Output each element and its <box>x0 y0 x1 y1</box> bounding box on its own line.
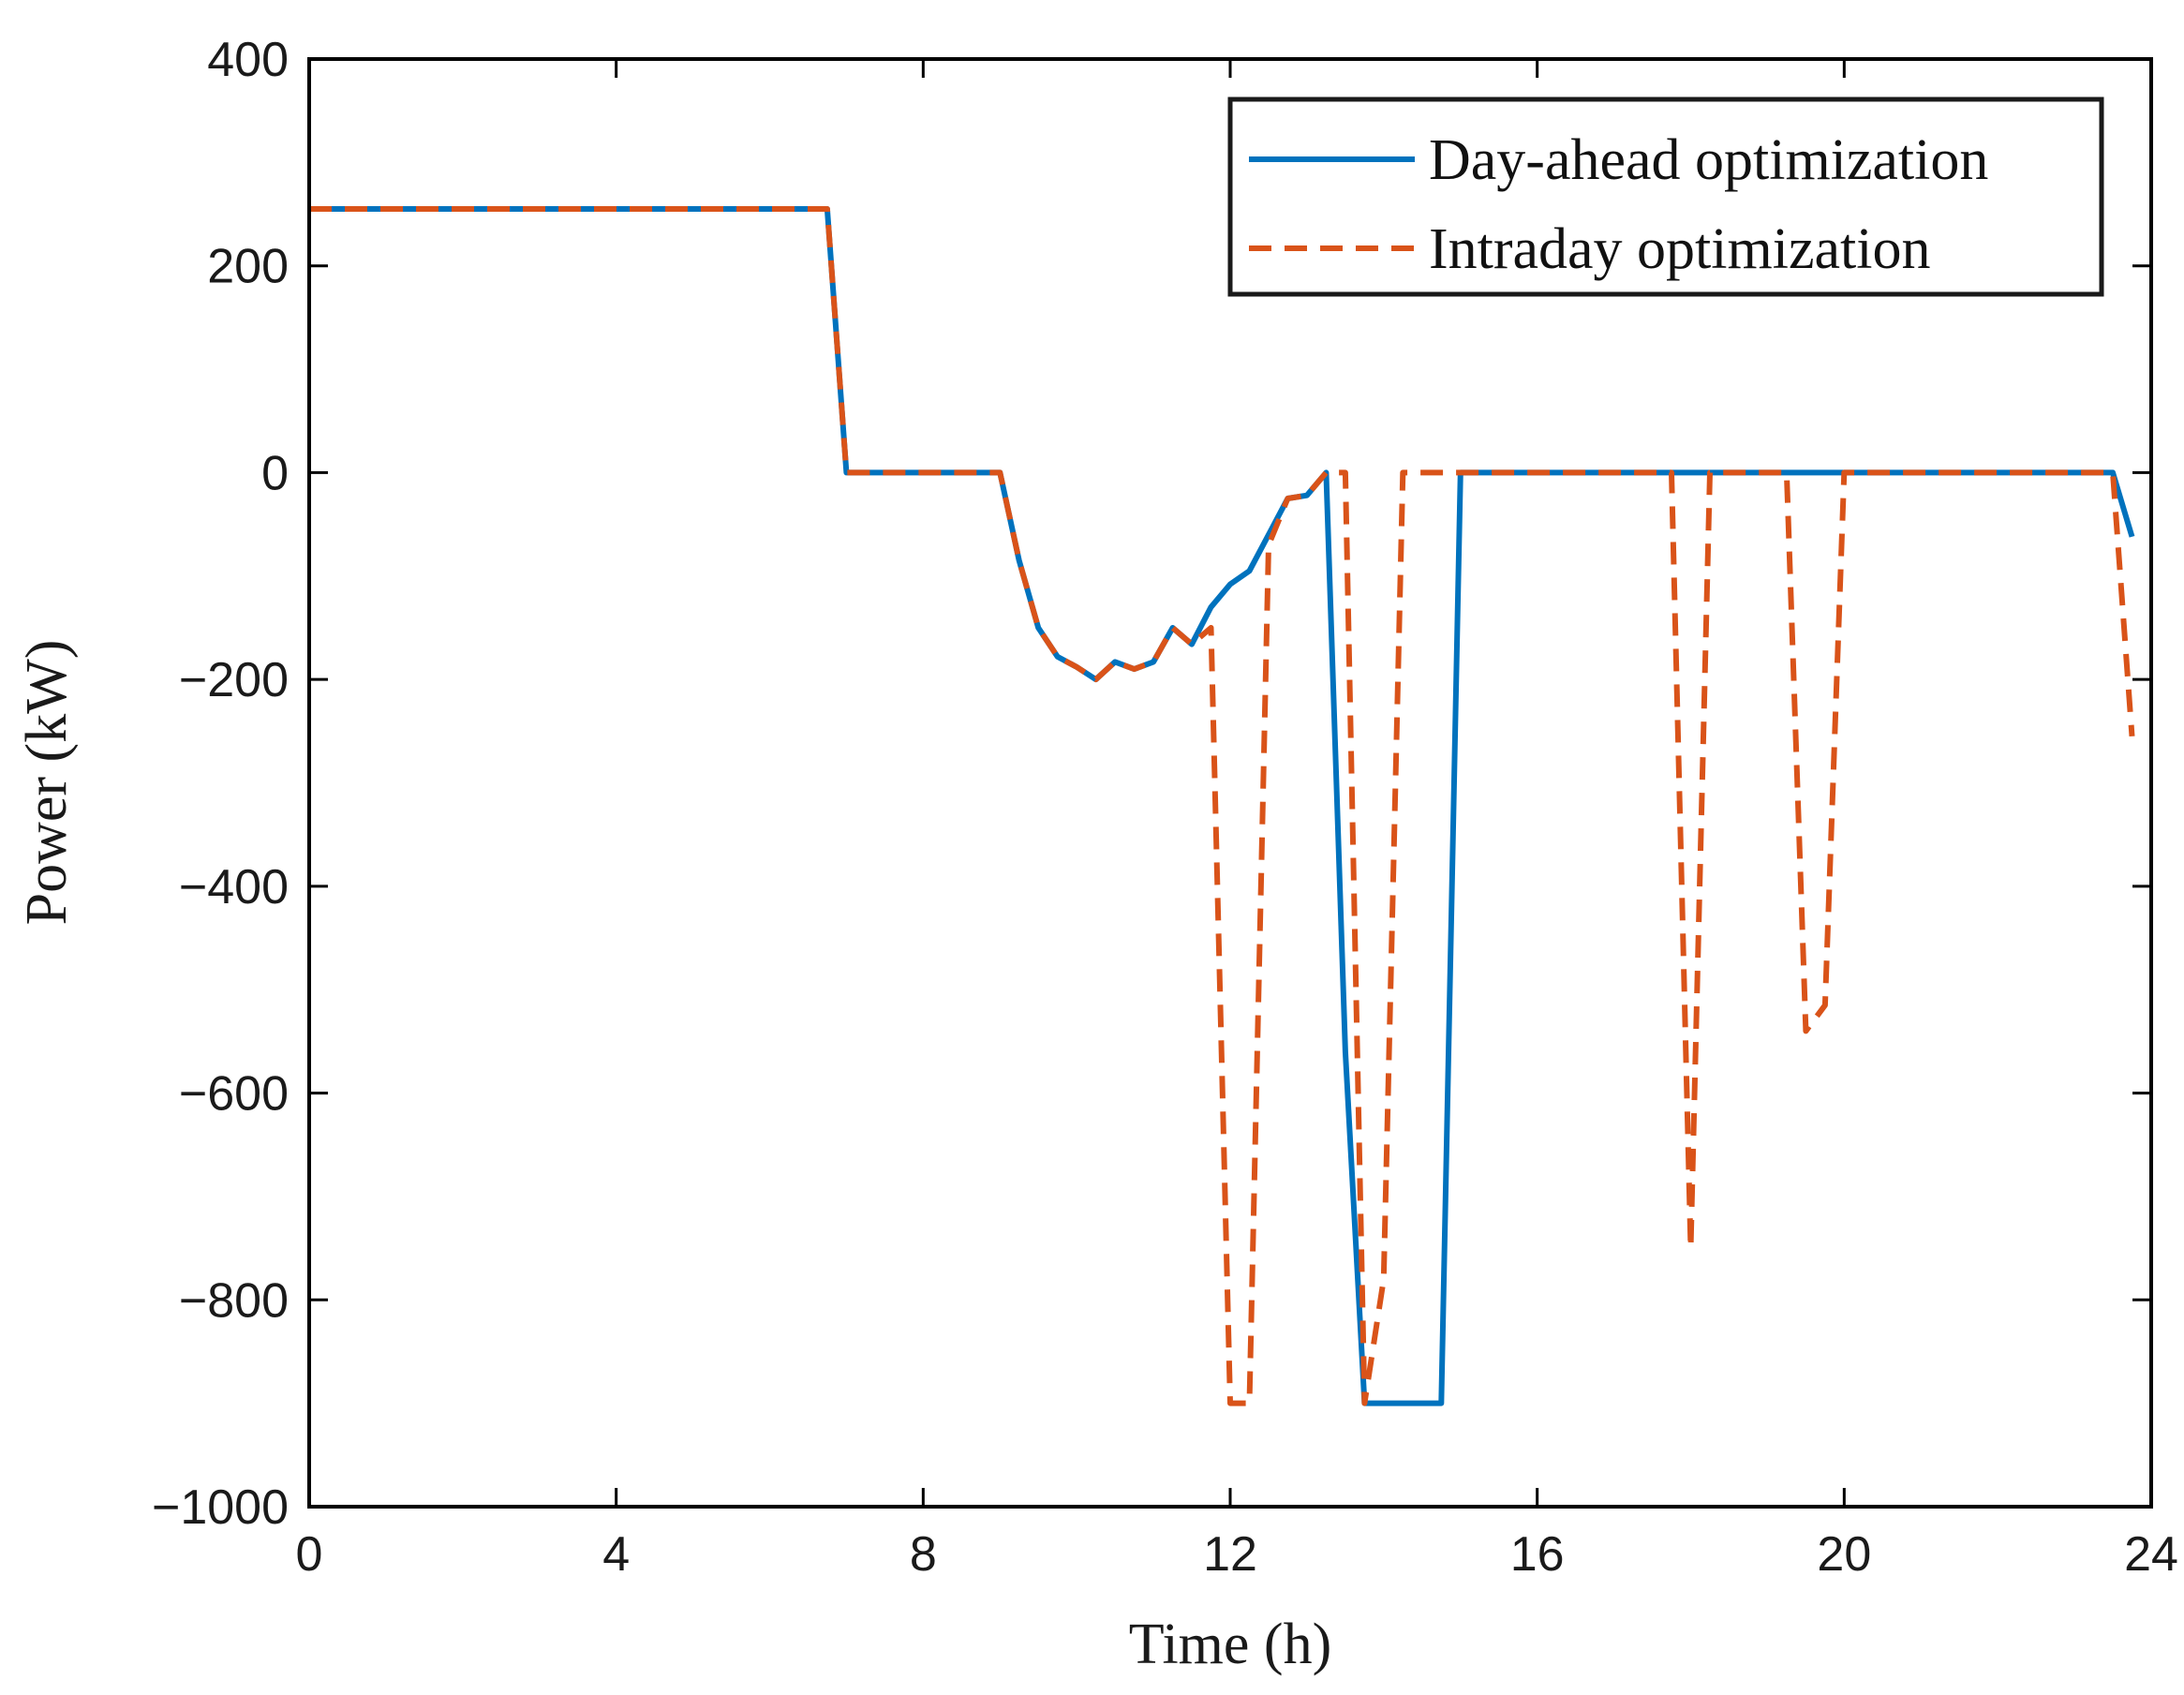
y-tick-label: −800 <box>179 1273 289 1328</box>
series-layer <box>309 206 2135 1406</box>
legend-label-intraday: Intraday optimization <box>1429 217 1930 281</box>
y-tick-label: 0 <box>261 446 289 500</box>
x-tick-label: 8 <box>910 1527 937 1582</box>
x-tick-label: 16 <box>1510 1527 1565 1582</box>
x-axis-title: Time (h) <box>1129 1613 1331 1676</box>
y-tick-label: −400 <box>179 860 289 914</box>
x-tick-label: 0 <box>296 1527 323 1582</box>
series-line-intraday <box>309 206 2135 1406</box>
x-tick-label: 4 <box>602 1527 630 1582</box>
y-axis-title: Power (kW) <box>15 640 79 926</box>
plot-area <box>309 59 2151 1507</box>
x-tick-label: 24 <box>2124 1527 2178 1582</box>
y-tick-label: 400 <box>207 33 289 87</box>
legend-box <box>1227 97 2104 297</box>
y-tick-label: −600 <box>179 1067 289 1122</box>
legend: Day-ahead optimization Intraday optimiza… <box>1227 97 2104 297</box>
y-tick-label: 200 <box>207 240 289 294</box>
x-tick-label: 12 <box>1203 1527 1257 1582</box>
x-tick-label: 20 <box>1817 1527 1871 1582</box>
x-axis: 0 4 8 12 16 20 24 <box>296 59 2178 1582</box>
axes-box <box>307 57 2153 1509</box>
y-tick-label: −1000 <box>152 1480 289 1535</box>
legend-label-day-ahead: Day-ahead optimization <box>1429 128 1988 192</box>
y-tick-label: −200 <box>179 653 289 707</box>
